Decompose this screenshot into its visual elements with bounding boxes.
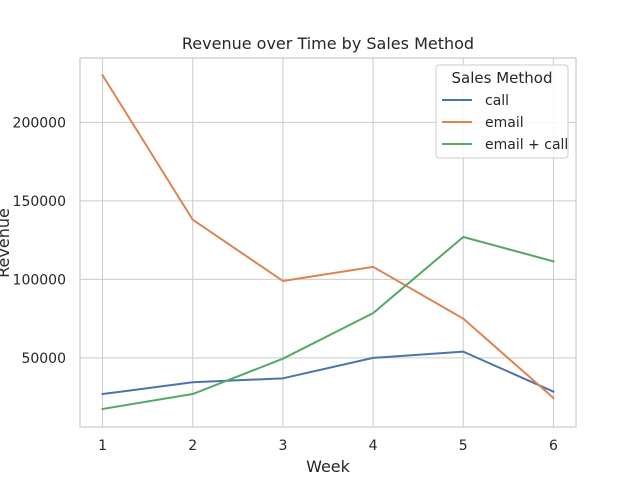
- y-tick-label: 150000: [13, 194, 66, 210]
- x-tick-label: 6: [549, 438, 558, 454]
- x-tick-label: 4: [369, 438, 378, 454]
- y-tick-label: 200000: [13, 115, 66, 131]
- x-tick-label: 1: [98, 438, 107, 454]
- series-line-call: [101, 350, 555, 396]
- series-lines: [101, 73, 555, 411]
- x-tick-labels: 1 2 3 4 5 6: [98, 438, 558, 454]
- y-tick-labels: 50000 100000 150000 200000: [13, 115, 66, 367]
- legend-label: email: [485, 115, 524, 131]
- plot-frame: [79, 57, 577, 428]
- legend-label: call: [485, 93, 509, 109]
- series-line-email-call: [101, 236, 555, 411]
- chart-title: Revenue over Time by Sales Method: [182, 34, 474, 53]
- series-line-email: [101, 73, 555, 400]
- y-tick-label: 50000: [21, 351, 66, 367]
- legend-items: call email email + call: [442, 93, 568, 153]
- x-tick-label: 5: [459, 438, 468, 454]
- x-tick-label: 2: [188, 438, 197, 454]
- legend-title: Sales Method: [452, 69, 553, 87]
- x-axis-label: Week: [306, 457, 351, 476]
- legend-label: email + call: [485, 137, 568, 153]
- y-axis-label: Revenue: [0, 208, 13, 278]
- legend-box: [435, 64, 569, 159]
- y-tick-label: 100000: [13, 272, 66, 288]
- x-tick-label: 3: [278, 438, 287, 454]
- legend: Sales Method call email email + call: [435, 64, 569, 159]
